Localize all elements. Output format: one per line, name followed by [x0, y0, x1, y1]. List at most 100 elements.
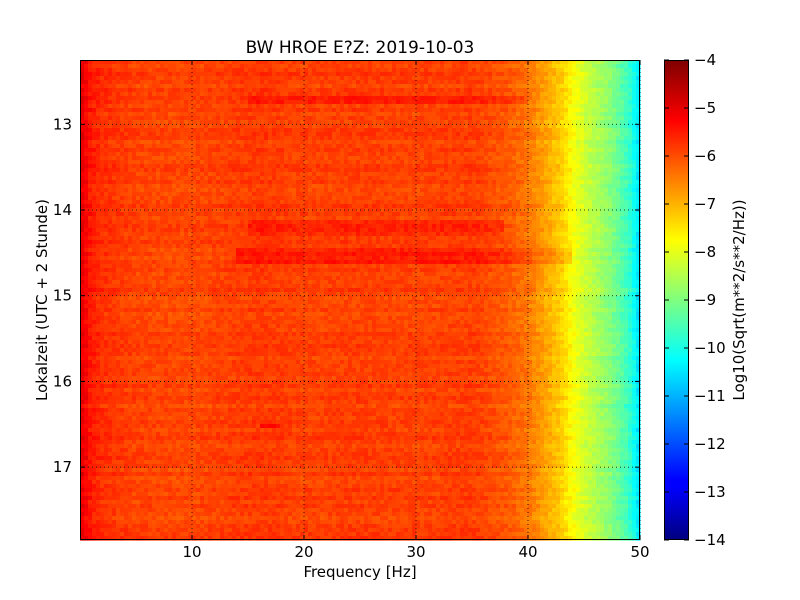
- heatmap-cell: [612, 88, 617, 93]
- heatmap-cell: [116, 100, 121, 105]
- heatmap-cell: [596, 136, 601, 141]
- heatmap-cell: [604, 152, 609, 157]
- heatmap-cell: [312, 64, 317, 69]
- heatmap-cell: [296, 92, 301, 97]
- heatmap-cell: [384, 152, 389, 157]
- heatmap-cell: [388, 196, 393, 201]
- heatmap-cell: [568, 84, 573, 89]
- heatmap-cell: [192, 192, 197, 197]
- heatmap-cell: [452, 136, 457, 141]
- heatmap-cell: [184, 160, 189, 165]
- heatmap-cell: [200, 140, 205, 145]
- heatmap-cell: [476, 180, 481, 185]
- heatmap-cell: [92, 132, 97, 137]
- heatmap-cell: [132, 68, 137, 73]
- heatmap-cell: [404, 84, 409, 89]
- heatmap-cell: [484, 140, 489, 145]
- heatmap-cell: [388, 80, 393, 85]
- heatmap-cell: [592, 196, 597, 201]
- heatmap-cell: [388, 188, 393, 193]
- heatmap-cell: [228, 160, 233, 165]
- heatmap-cell: [264, 196, 269, 201]
- heatmap-cell: [232, 192, 237, 197]
- heatmap-cell: [204, 104, 209, 109]
- heatmap-cell: [380, 108, 385, 113]
- heatmap-cell: [108, 192, 113, 197]
- heatmap-cell: [196, 132, 201, 137]
- heatmap-cell: [400, 72, 405, 77]
- heatmap-cell: [324, 108, 329, 113]
- heatmap-cell: [620, 80, 625, 85]
- heatmap-cell: [336, 80, 341, 85]
- heatmap-cell: [568, 104, 573, 109]
- heatmap-cell: [616, 160, 621, 165]
- heatmap-cell: [160, 132, 165, 137]
- heatmap-cell: [592, 188, 597, 193]
- heatmap-cell: [348, 160, 353, 165]
- heatmap-cell: [452, 180, 457, 185]
- heatmap-cell: [208, 184, 213, 189]
- heatmap-cell: [572, 188, 577, 193]
- heatmap-cell: [592, 156, 597, 161]
- heatmap-cell: [568, 100, 573, 105]
- heatmap-cell: [84, 104, 89, 109]
- heatmap-cell: [408, 200, 413, 205]
- heatmap-cell: [316, 60, 321, 65]
- heatmap-cell: [184, 72, 189, 77]
- heatmap-cell: [152, 104, 157, 109]
- heatmap-cell: [192, 128, 197, 133]
- heatmap-cell: [564, 152, 569, 157]
- heatmap-cell: [108, 188, 113, 193]
- heatmap-cell: [432, 128, 437, 133]
- heatmap-cell: [552, 164, 557, 169]
- heatmap-cell: [220, 172, 225, 177]
- heatmap-cell: [480, 164, 485, 169]
- heatmap-cell: [396, 176, 401, 181]
- heatmap-cell: [504, 64, 509, 69]
- heatmap-cell: [332, 68, 337, 73]
- heatmap-cell: [260, 100, 265, 105]
- heatmap-cell: [476, 144, 481, 149]
- heatmap-cell: [488, 196, 493, 201]
- heatmap-cell: [624, 104, 629, 109]
- heatmap-cell: [312, 172, 317, 177]
- heatmap-cell: [344, 184, 349, 189]
- heatmap-cell: [108, 72, 113, 77]
- heatmap-cell: [192, 76, 197, 81]
- heatmap-cell: [312, 68, 317, 73]
- heatmap-cell: [292, 148, 297, 153]
- heatmap-cell: [328, 160, 333, 165]
- heatmap-cell: [168, 124, 173, 129]
- heatmap-cell: [412, 80, 417, 85]
- heatmap-cell: [548, 108, 553, 113]
- heatmap-cell: [264, 184, 269, 189]
- heatmap-cell: [156, 192, 161, 197]
- heatmap-cell: [428, 108, 433, 113]
- heatmap-cell: [516, 104, 521, 109]
- heatmap-cell: [460, 144, 465, 149]
- heatmap-cell: [564, 132, 569, 137]
- heatmap-cell: [504, 188, 509, 193]
- heatmap-cell: [164, 60, 169, 65]
- heatmap-cell: [120, 120, 125, 125]
- heatmap-cell: [484, 120, 489, 125]
- heatmap-cell: [204, 68, 209, 73]
- heatmap-cell: [240, 64, 245, 69]
- heatmap-cell: [496, 196, 501, 201]
- heatmap-cell: [104, 188, 109, 193]
- heatmap-cell: [240, 116, 245, 121]
- heatmap-cell: [376, 172, 381, 177]
- heatmap-cell: [344, 108, 349, 113]
- heatmap-cell: [528, 124, 533, 129]
- heatmap-cell: [384, 104, 389, 109]
- heatmap-cell: [508, 148, 513, 153]
- heatmap-cell: [344, 192, 349, 197]
- heatmap-cell: [368, 148, 373, 153]
- heatmap-cell: [388, 104, 393, 109]
- heatmap-cell: [272, 144, 277, 149]
- heatmap-cell: [616, 180, 621, 185]
- heatmap-cell: [420, 96, 425, 101]
- heatmap-cell: [532, 160, 537, 165]
- heatmap-cell: [416, 152, 421, 157]
- heatmap-cell: [276, 164, 281, 169]
